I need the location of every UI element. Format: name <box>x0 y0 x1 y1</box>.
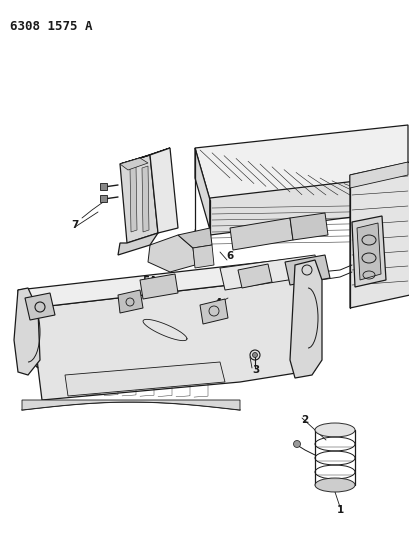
Polygon shape <box>100 183 107 190</box>
Text: 5: 5 <box>298 283 305 293</box>
Polygon shape <box>142 166 148 232</box>
Polygon shape <box>289 260 321 378</box>
Polygon shape <box>18 258 314 308</box>
Polygon shape <box>22 400 239 410</box>
Polygon shape <box>237 264 271 288</box>
Polygon shape <box>200 299 227 324</box>
Text: 6308 1575 A: 6308 1575 A <box>10 20 92 33</box>
Polygon shape <box>349 162 409 308</box>
Polygon shape <box>356 223 380 280</box>
Text: 6: 6 <box>226 251 233 261</box>
Polygon shape <box>351 216 385 287</box>
Polygon shape <box>22 275 317 400</box>
Polygon shape <box>220 255 319 290</box>
Polygon shape <box>118 290 143 313</box>
Polygon shape <box>100 195 107 202</box>
Text: 1: 1 <box>335 505 343 515</box>
Text: 3: 3 <box>252 365 259 375</box>
Polygon shape <box>118 233 157 255</box>
Polygon shape <box>289 213 327 240</box>
Polygon shape <box>120 148 170 164</box>
Polygon shape <box>65 362 225 396</box>
Polygon shape <box>195 125 407 200</box>
Text: 2: 2 <box>301 415 308 425</box>
Polygon shape <box>120 155 157 243</box>
Polygon shape <box>284 255 329 285</box>
Circle shape <box>252 352 257 358</box>
Circle shape <box>293 440 300 448</box>
Text: 7: 7 <box>71 220 79 230</box>
Polygon shape <box>148 235 195 272</box>
Polygon shape <box>120 158 148 170</box>
Ellipse shape <box>314 478 354 492</box>
Polygon shape <box>25 293 55 320</box>
Polygon shape <box>178 228 211 248</box>
Polygon shape <box>195 148 209 230</box>
Polygon shape <box>193 245 213 268</box>
Polygon shape <box>150 148 178 233</box>
Ellipse shape <box>314 423 354 437</box>
Polygon shape <box>209 175 407 235</box>
Polygon shape <box>14 288 40 375</box>
Polygon shape <box>130 166 137 232</box>
Polygon shape <box>349 162 407 188</box>
Text: 4: 4 <box>214 298 221 308</box>
Text: 5A: 5A <box>142 276 157 286</box>
Polygon shape <box>18 290 38 368</box>
Polygon shape <box>139 274 178 299</box>
Polygon shape <box>229 218 292 250</box>
